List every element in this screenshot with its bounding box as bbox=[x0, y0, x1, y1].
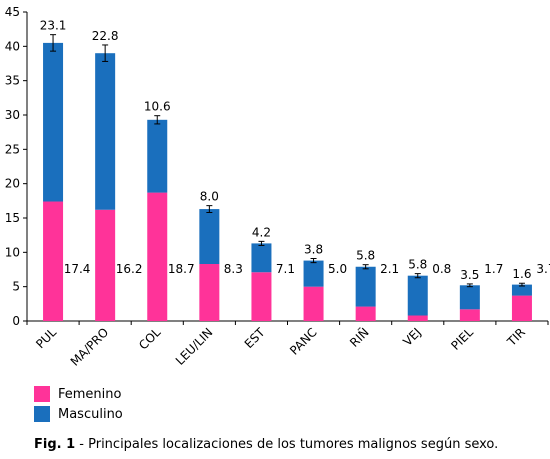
y-tick-label: 5 bbox=[12, 280, 20, 294]
bar-femenino bbox=[43, 201, 64, 321]
x-tick-label: LEU/LIN bbox=[173, 325, 216, 368]
bar-femenino bbox=[511, 295, 532, 321]
y-tick-label: 40 bbox=[5, 39, 20, 53]
bar-femenino bbox=[95, 209, 116, 321]
data-label-femenino: 1.7 bbox=[484, 262, 503, 276]
data-label-masculino: 3.5 bbox=[460, 268, 479, 282]
bar-femenino bbox=[251, 272, 272, 321]
data-label-femenino: 2.1 bbox=[380, 262, 399, 276]
data-label-femenino: 17.4 bbox=[64, 262, 91, 276]
bar-masculino bbox=[95, 53, 116, 210]
bar-femenino bbox=[147, 192, 168, 321]
x-tick-label: TIR bbox=[504, 325, 528, 349]
x-tick-label: PIEL bbox=[448, 325, 476, 353]
data-label-masculino: 8.0 bbox=[200, 190, 219, 204]
data-label-masculino: 5.8 bbox=[408, 258, 427, 272]
caption-label: Fig. 1 bbox=[34, 437, 76, 452]
axes: 0 5 10 15 20 25 30 35 40 45 PUL MA/PRO COL LEU/LIN EST… bbox=[5, 5, 549, 369]
data-labels: 23.1 17.4 22.8 16.2 10.6 18.7 8.0 8.3 4.2 7.1 3.8 5… bbox=[40, 19, 550, 282]
bar-masculino bbox=[355, 266, 376, 307]
data-label-masculino: 4.2 bbox=[252, 225, 271, 239]
data-label-femenino: 18.7 bbox=[168, 262, 195, 276]
bar-femenino bbox=[459, 309, 480, 321]
bar-masculino bbox=[43, 42, 64, 202]
data-label-masculino: 10.6 bbox=[144, 100, 171, 114]
data-label-masculino: 3.8 bbox=[304, 243, 323, 257]
x-tick-label: MA/PRO bbox=[68, 325, 112, 369]
data-label-masculino: 1.6 bbox=[512, 267, 531, 281]
data-label-masculino: 5.8 bbox=[356, 249, 375, 263]
x-tick-label: RIÑ bbox=[346, 325, 371, 350]
data-label-femenino: 16.2 bbox=[116, 262, 143, 276]
data-label-femenino: 0.8 bbox=[432, 262, 451, 276]
y-tick-label: 45 bbox=[5, 5, 20, 19]
bar-masculino bbox=[199, 209, 220, 265]
y-tick-label: 30 bbox=[5, 108, 20, 122]
caption-text: - Principales localizaciones de los tumo… bbox=[75, 437, 499, 452]
y-tick-label: 35 bbox=[5, 74, 20, 88]
legend-label-femenino: Femenino bbox=[58, 386, 122, 402]
y-tick-label: 15 bbox=[5, 211, 20, 225]
bar-femenino bbox=[407, 315, 428, 321]
stacked-bar-chart: 0 5 10 15 20 25 30 35 40 45 PUL MA/PRO COL LEU/LIN EST… bbox=[5, 5, 550, 369]
bar-masculino bbox=[251, 243, 272, 273]
legend-swatch-masculino bbox=[34, 406, 50, 422]
legend-swatch-femenino bbox=[34, 386, 50, 402]
data-label-masculino: 23.1 bbox=[40, 19, 67, 33]
bar-masculino bbox=[459, 285, 480, 310]
y-tick-label: 20 bbox=[5, 177, 20, 191]
x-tick-label: VEJ bbox=[400, 325, 424, 349]
x-tick-label: PANC bbox=[287, 325, 320, 358]
bar-masculino bbox=[147, 119, 168, 193]
y-tick-label: 0 bbox=[12, 314, 20, 328]
figure-caption: Fig. 1 - Principales localizaciones de l… bbox=[34, 437, 498, 452]
y-tick-label: 10 bbox=[5, 245, 20, 259]
y-tick-label: 25 bbox=[5, 142, 20, 156]
legend-label-masculino: Masculino bbox=[58, 406, 123, 422]
x-tick-label: PUL bbox=[33, 325, 59, 351]
data-label-femenino: 8.3 bbox=[224, 262, 243, 276]
x-tick-label: COL bbox=[136, 325, 163, 352]
data-label-masculino: 22.8 bbox=[92, 29, 119, 43]
bar-masculino bbox=[407, 275, 428, 316]
bars bbox=[43, 34, 532, 321]
bar-femenino bbox=[199, 264, 220, 321]
bar-masculino bbox=[511, 284, 532, 296]
data-label-femenino: 7.1 bbox=[276, 262, 295, 276]
legend-item-femenino: Femenino bbox=[34, 386, 121, 402]
bar-masculino bbox=[303, 260, 324, 287]
data-label-femenino: 3.7 bbox=[536, 262, 550, 276]
bar-femenino bbox=[355, 306, 376, 321]
bar-femenino bbox=[303, 286, 324, 321]
x-tick-label: EST bbox=[242, 325, 268, 351]
legend-item-masculino: Masculino bbox=[34, 406, 123, 422]
data-label-femenino: 5.0 bbox=[328, 262, 347, 276]
